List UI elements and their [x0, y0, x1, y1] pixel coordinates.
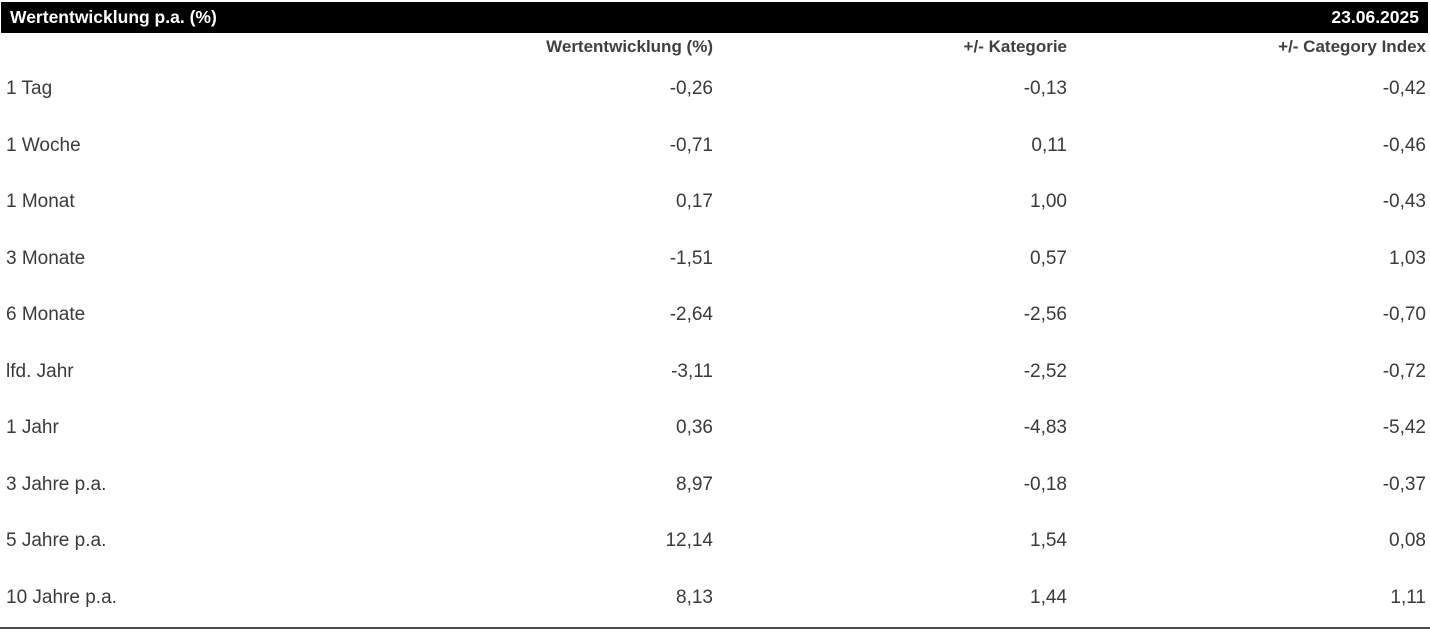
column-header-empty	[0, 33, 320, 61]
cell-wertentwicklung: 0,36	[676, 417, 713, 439]
cell-kategorie: 1,54	[1030, 530, 1067, 552]
table-row: 5 Jahre p.a. 12,14 1,54 0,08	[0, 513, 1430, 570]
cell-category-index: 1,03	[1389, 247, 1426, 269]
row-label: 10 Jahre p.a.	[6, 586, 117, 608]
row-label: lfd. Jahr	[6, 360, 74, 382]
cell-wertentwicklung: 8,97	[676, 473, 713, 495]
cell-kategorie: -4,83	[1023, 417, 1067, 439]
cell-category-index: -0,42	[1382, 78, 1426, 100]
bottom-divider	[0, 627, 1430, 629]
table-row: lfd. Jahr -3,11 -2,52 -0,72	[0, 344, 1430, 401]
cell-wertentwicklung: 8,13	[676, 586, 713, 608]
cell-kategorie: -2,56	[1023, 304, 1067, 326]
cell-wertentwicklung: -1,51	[669, 247, 713, 269]
section-title-bar: Wertentwicklung p.a. (%) 23.06.2025	[1, 2, 1428, 33]
cell-wertentwicklung: -2,64	[669, 304, 713, 326]
row-label: 1 Woche	[6, 134, 81, 156]
column-header-kategorie: +/- Kategorie	[963, 37, 1067, 56]
cell-category-index: -0,43	[1382, 191, 1426, 213]
row-label: 1 Jahr	[6, 417, 59, 439]
cell-kategorie: 0,57	[1030, 247, 1067, 269]
column-header-category-index: +/- Category Index	[1278, 37, 1426, 56]
cell-kategorie: -2,52	[1023, 360, 1067, 382]
table-row: 1 Monat 0,17 1,00 -0,43	[0, 174, 1430, 231]
cell-wertentwicklung: -0,26	[669, 78, 713, 100]
cell-category-index: -0,37	[1382, 473, 1426, 495]
cell-category-index: -5,42	[1382, 417, 1426, 439]
cell-category-index: -0,46	[1382, 134, 1426, 156]
cell-wertentwicklung: 0,17	[676, 191, 713, 213]
row-label: 3 Monate	[6, 247, 86, 269]
column-header-row: Wertentwicklung (%) +/- Kategorie +/- Ca…	[0, 33, 1430, 61]
column-header-wertentwicklung: Wertentwicklung (%)	[546, 37, 713, 56]
row-label: 6 Monate	[6, 304, 86, 326]
section-title: Wertentwicklung p.a. (%)	[10, 7, 217, 27]
cell-wertentwicklung: -0,71	[669, 134, 713, 156]
row-label: 3 Jahre p.a.	[6, 473, 107, 495]
row-label: 5 Jahre p.a.	[6, 530, 107, 552]
cell-category-index: -0,70	[1382, 304, 1426, 326]
cell-category-index: -0,72	[1382, 360, 1426, 382]
row-label: 1 Tag	[6, 78, 53, 100]
performance-table: Wertentwicklung (%) +/- Kategorie +/- Ca…	[0, 33, 1430, 626]
table-row: 1 Woche -0,71 0,11 -0,46	[0, 118, 1430, 175]
cell-wertentwicklung: -3,11	[671, 360, 713, 382]
cell-kategorie: 0,11	[1031, 134, 1067, 156]
cell-kategorie: -0,18	[1023, 473, 1067, 495]
cell-category-index: 1,11	[1390, 586, 1426, 608]
table-row: 3 Monate -1,51 0,57 1,03	[0, 231, 1430, 288]
as-of-date: 23.06.2025	[1331, 7, 1419, 27]
cell-category-index: 0,08	[1389, 530, 1426, 552]
table-row: 1 Tag -0,26 -0,13 -0,42	[0, 61, 1430, 118]
row-label: 1 Monat	[6, 191, 75, 213]
cell-wertentwicklung: 12,14	[665, 530, 713, 552]
table-row: 10 Jahre p.a. 8,13 1,44 1,11	[0, 570, 1430, 627]
table-row: 1 Jahr 0,36 -4,83 -5,42	[0, 400, 1430, 457]
cell-kategorie: -0,13	[1023, 78, 1067, 100]
cell-kategorie: 1,00	[1030, 191, 1067, 213]
table-row: 6 Monate -2,64 -2,56 -0,70	[0, 287, 1430, 344]
table-row: 3 Jahre p.a. 8,97 -0,18 -0,37	[0, 457, 1430, 514]
cell-kategorie: 1,44	[1030, 586, 1067, 608]
